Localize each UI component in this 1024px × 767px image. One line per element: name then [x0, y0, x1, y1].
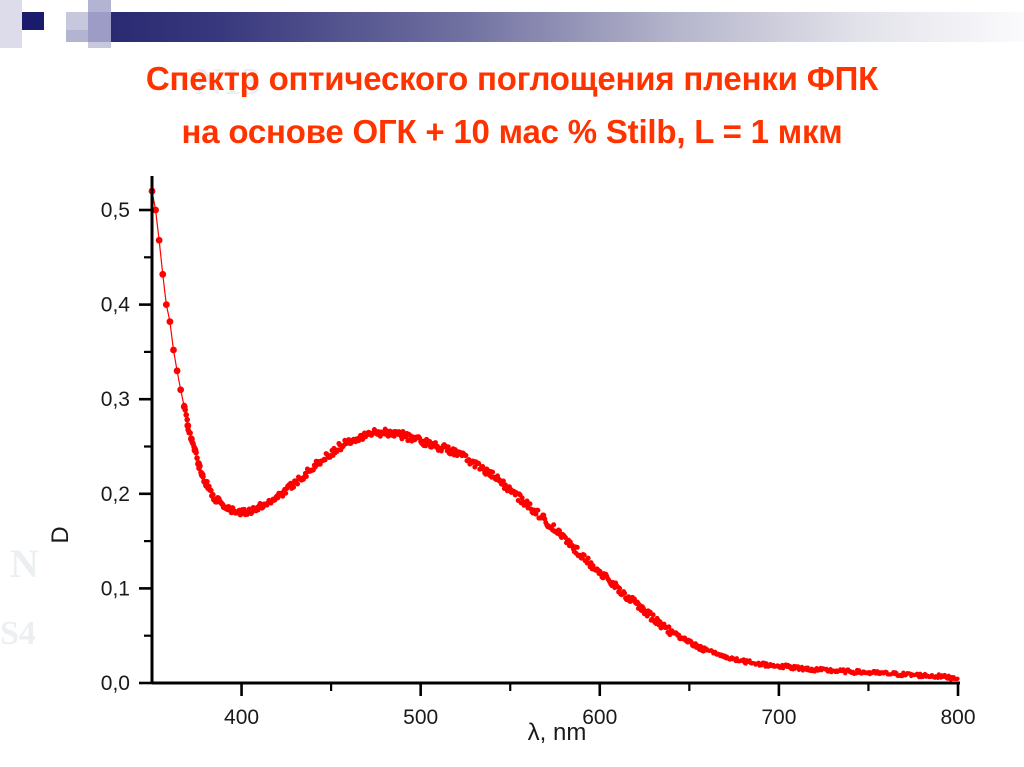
chart-svg: 400 500 600 700 800 0,0 0,1 0,2 0,3 0,4 0,5 D λ, n… [47, 176, 976, 746]
data-point [200, 473, 206, 480]
header-gradient-bar [111, 12, 1024, 42]
data-point [590, 563, 596, 569]
decoration-square-0 [0, 0, 22, 48]
data-point [764, 661, 769, 666]
decoration-square-7 [88, 0, 111, 12]
data-point [283, 490, 289, 496]
axis-tick-labels: 400 500 600 700 800 0,0 0,1 0,2 0,3 0,4 0,5 [101, 199, 976, 729]
decoration-square-9 [88, 30, 111, 42]
y-axis-tick-label: 0,2 [101, 483, 130, 506]
x-axis-tick-label: 600 [582, 706, 617, 729]
data-point [519, 495, 525, 501]
data-point [194, 455, 200, 461]
data-point [617, 585, 623, 591]
y-axis-tick-label: 0,3 [101, 388, 130, 411]
data-point [666, 624, 672, 630]
data-point [585, 555, 591, 561]
y-axis-tick-label: 0,4 [101, 294, 131, 317]
data-point [541, 512, 547, 518]
data-point [182, 407, 189, 413]
data-point [183, 412, 190, 418]
data-point [181, 402, 188, 409]
data-point [650, 612, 656, 618]
data-point [210, 491, 216, 498]
x-axis-tick-label: 800 [940, 706, 975, 729]
data-point [527, 501, 533, 507]
data-point [445, 444, 451, 450]
decoration-square-6 [66, 30, 88, 42]
axes-layer [139, 176, 960, 696]
data-point [432, 440, 438, 446]
data-point [197, 463, 203, 469]
data-point [551, 522, 557, 528]
y-axis-title: D [47, 526, 74, 543]
decoration-square-1 [22, 0, 44, 12]
data-point [204, 478, 210, 485]
data-point [476, 461, 482, 467]
data-point [193, 449, 199, 456]
data-point [241, 506, 247, 512]
data-point [463, 453, 469, 459]
decoration-square-4 [66, 0, 88, 12]
decoration-square-5 [66, 12, 88, 30]
data-point [500, 478, 506, 484]
y-axis-tick-label: 0,1 [101, 577, 130, 600]
x-axis-tick-label: 700 [761, 706, 796, 729]
data-point [533, 511, 539, 517]
data-point [535, 507, 541, 513]
data-point [303, 474, 309, 480]
data-point [581, 552, 587, 558]
page-title-line-1: Спектр оптического поглощения пленки ФПК [145, 60, 879, 97]
data-point [187, 430, 193, 436]
data-point [291, 484, 297, 490]
data-point [955, 676, 960, 681]
data-point [295, 481, 301, 487]
data-point [184, 416, 190, 423]
header-decoration [0, 0, 1024, 48]
decoration-square-10 [88, 42, 111, 48]
data-point [208, 487, 214, 494]
data-point [322, 457, 328, 463]
data-series-layer [148, 187, 960, 682]
decoration-square-8 [88, 12, 111, 30]
y-axis-tick-label: 0,0 [101, 672, 130, 695]
data-point [574, 544, 580, 550]
decoration-square-3 [44, 0, 66, 48]
x-axis-tick-label: 400 [224, 706, 259, 729]
x-axis-tick-label: 500 [403, 706, 438, 729]
data-point [557, 528, 563, 534]
decoration-square-2 [22, 12, 44, 30]
data-point [275, 495, 281, 501]
x-axis-title: λ, nm [528, 719, 587, 746]
data-point [622, 590, 628, 596]
page-title-line-2: на основе ОГК + 10 мас % Stilb, L = 1 мк… [181, 113, 843, 150]
data-point [490, 469, 496, 475]
leading-edge-connector [151, 190, 214, 496]
data-point [391, 433, 397, 439]
absorption-spectrum-chart: 400 500 600 700 800 0,0 0,1 0,2 0,3 0,4 0,5 D λ, n… [0, 160, 1024, 767]
y-axis-tick-label: 0,5 [101, 199, 130, 222]
page-title: Спектр оптического поглощения пленки ФПК… [0, 52, 1024, 158]
